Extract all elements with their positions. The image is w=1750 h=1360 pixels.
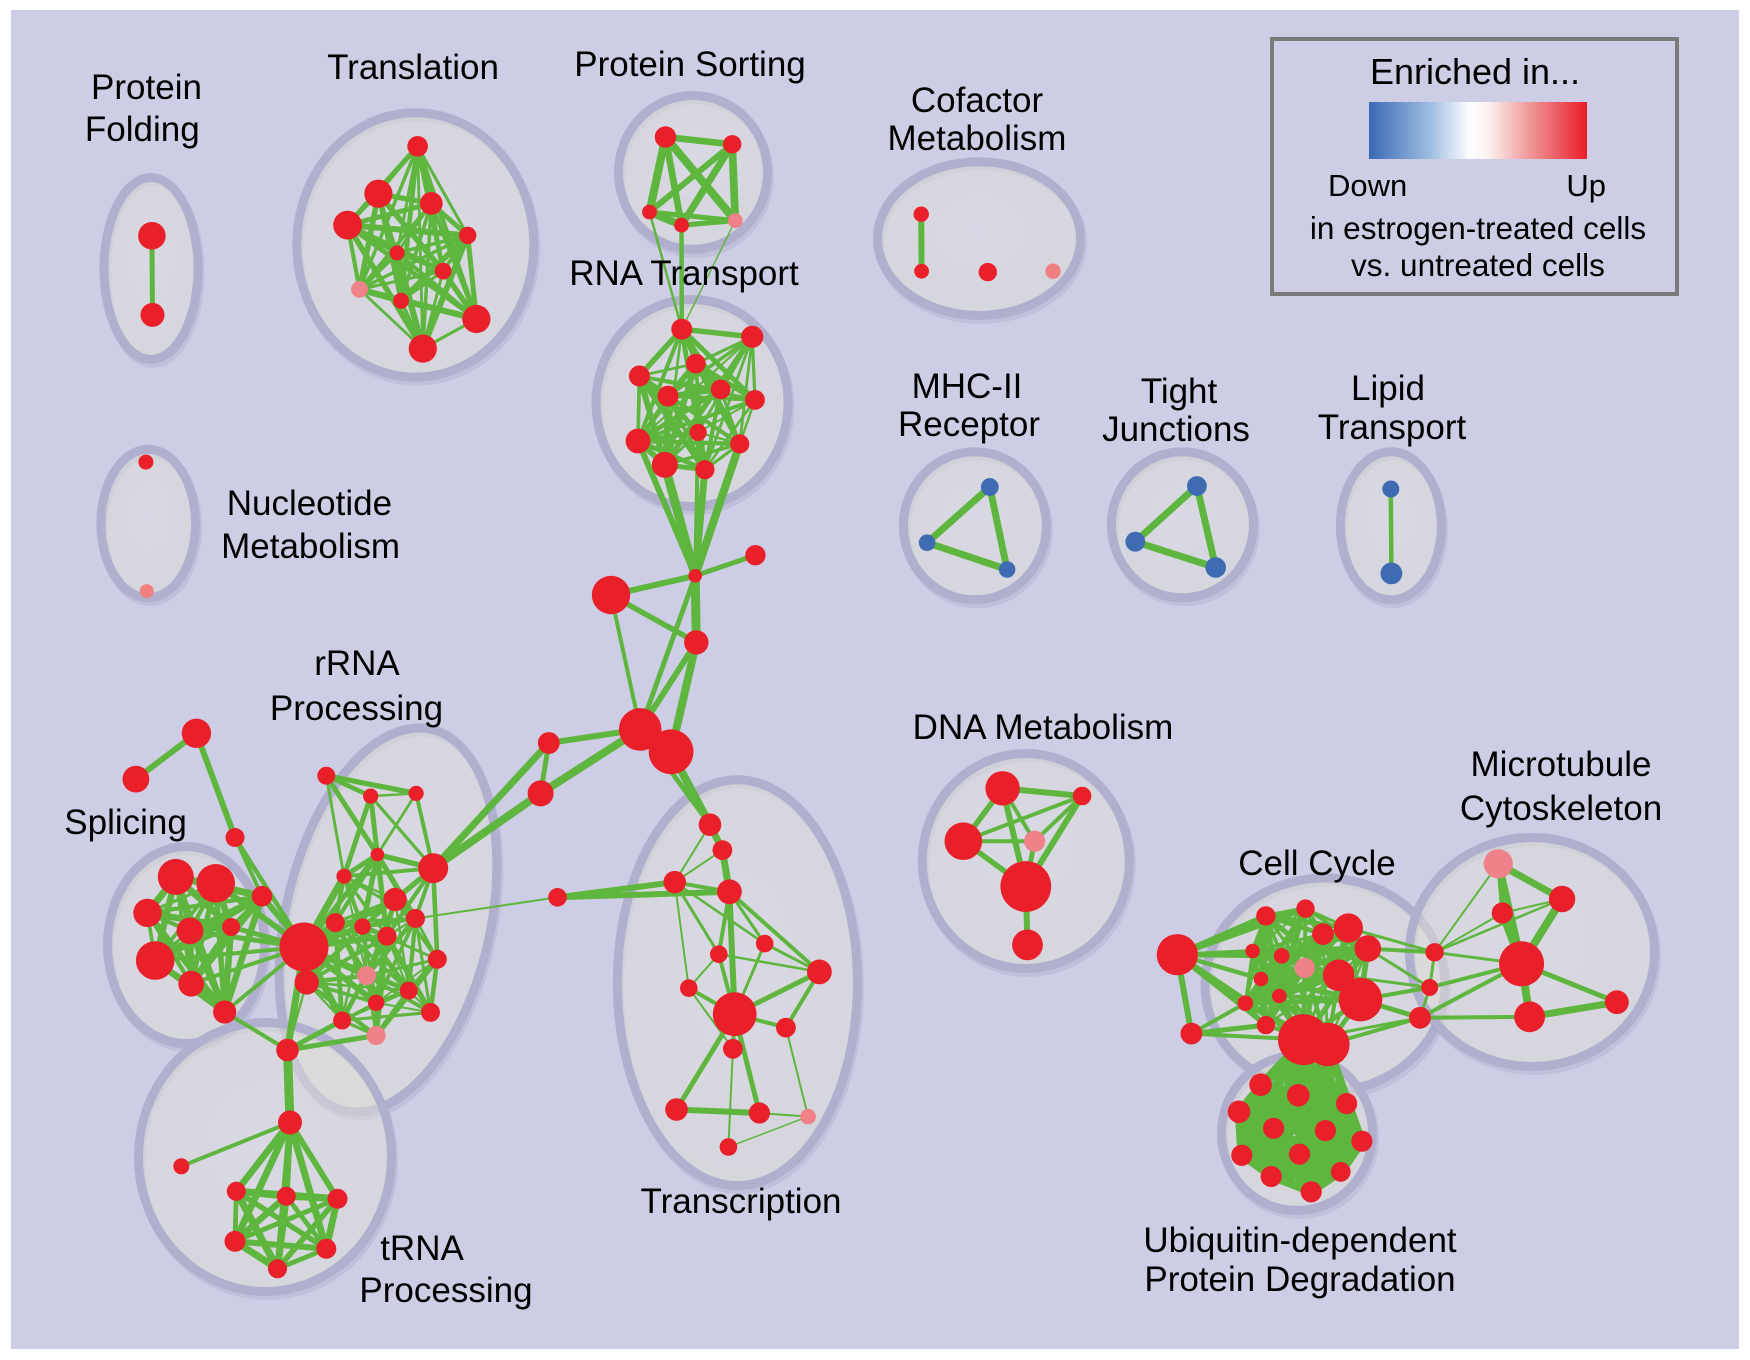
svg-text:Processing: Processing	[270, 689, 443, 728]
svg-text:Down: Down	[1328, 168, 1407, 203]
svg-text:Folding: Folding	[85, 110, 200, 149]
svg-text:Protein Degradation: Protein Degradation	[1144, 1260, 1455, 1299]
svg-text:Junctions: Junctions	[1102, 410, 1250, 449]
svg-text:Up: Up	[1566, 168, 1606, 203]
svg-text:Tight: Tight	[1141, 372, 1218, 411]
svg-text:Translation: Translation	[327, 48, 499, 87]
svg-text:vs. untreated cells: vs. untreated cells	[1351, 247, 1605, 283]
svg-text:tRNA: tRNA	[380, 1229, 464, 1268]
svg-text:Ubiquitin-dependent: Ubiquitin-dependent	[1143, 1221, 1457, 1260]
svg-text:Protein: Protein	[91, 68, 202, 107]
svg-text:Nucleotide: Nucleotide	[227, 484, 392, 523]
svg-text:Cofactor: Cofactor	[911, 81, 1044, 120]
svg-text:Processing: Processing	[359, 1271, 532, 1310]
svg-text:RNA Transport: RNA Transport	[569, 254, 799, 293]
svg-text:Enriched in...: Enriched in...	[1370, 51, 1580, 92]
svg-text:Transcription: Transcription	[641, 1182, 842, 1221]
svg-text:MHC-II: MHC-II	[912, 367, 1023, 406]
svg-text:Lipid: Lipid	[1351, 369, 1425, 408]
svg-text:Protein Sorting: Protein Sorting	[574, 45, 806, 84]
svg-text:Cell Cycle: Cell Cycle	[1238, 844, 1396, 883]
svg-text:Metabolism: Metabolism	[221, 527, 400, 566]
svg-text:Metabolism: Metabolism	[888, 119, 1067, 158]
svg-text:Splicing: Splicing	[64, 803, 187, 842]
svg-text:Receptor: Receptor	[898, 405, 1040, 444]
svg-text:Transport: Transport	[1318, 408, 1467, 447]
svg-text:Microtubule: Microtubule	[1471, 745, 1652, 784]
svg-text:in estrogen-treated cells: in estrogen-treated cells	[1310, 210, 1646, 246]
svg-text:Cytoskeleton: Cytoskeleton	[1460, 789, 1662, 828]
svg-text:DNA Metabolism: DNA Metabolism	[913, 708, 1174, 747]
svg-text:rRNA: rRNA	[314, 644, 400, 683]
